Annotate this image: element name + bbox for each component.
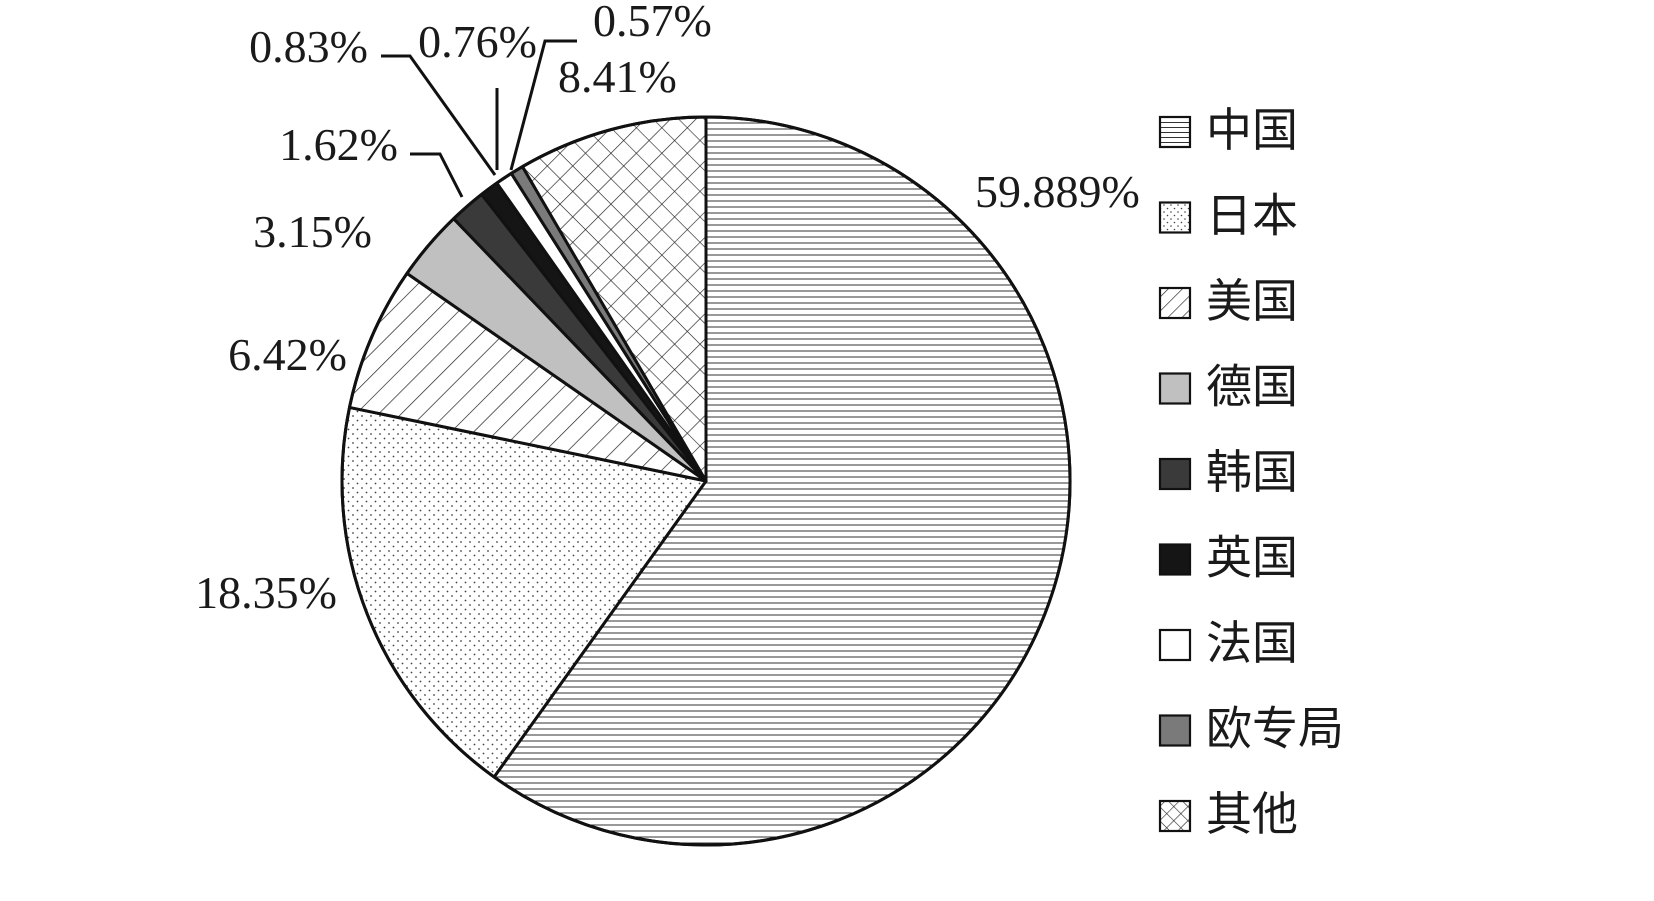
legend-swatch-6 xyxy=(1158,543,1192,576)
leader-line-6 xyxy=(381,54,497,176)
slice-label-4: 3.15% xyxy=(253,206,372,257)
legend-swatch-4 xyxy=(1158,372,1192,405)
slice-labels: 59.889% 18.35% 6.42% 3.15% 1.62% 0.83% 0.76% 0.… xyxy=(195,0,1140,618)
legend-swatch-8 xyxy=(1158,714,1192,747)
legend-label-5: 韩国 xyxy=(1206,445,1298,499)
pie-outline xyxy=(340,115,1072,847)
slice-label-1: 59.889% xyxy=(975,166,1140,217)
legend-label-9: 其他 xyxy=(1206,787,1298,841)
legend-swatch-3 xyxy=(1158,286,1192,320)
slice-label-2: 18.35% xyxy=(195,567,337,618)
slice-label-6: 0.83% xyxy=(249,21,368,72)
slice-label-5: 1.62% xyxy=(279,119,398,170)
legend-swatch-9 xyxy=(1158,799,1192,833)
legend-label-1: 中国 xyxy=(1206,103,1298,157)
legend-swatch-1 xyxy=(1158,115,1192,149)
legend-label-4: 德国 xyxy=(1206,360,1298,414)
legend-label-2: 日本 xyxy=(1206,189,1298,243)
leader-lines xyxy=(381,39,577,198)
legend-swatch-7 xyxy=(1158,628,1192,662)
slice-label-9: 8.41% xyxy=(558,51,677,102)
legend-label-6: 英国 xyxy=(1206,531,1298,585)
leader-line-5 xyxy=(410,152,464,198)
legend-swatch-5 xyxy=(1158,457,1192,491)
legend-label-3: 美国 xyxy=(1206,274,1298,328)
pie-slices xyxy=(340,115,1072,847)
legend-label-8: 欧专局 xyxy=(1206,702,1344,756)
slice-label-7: 0.76% xyxy=(418,16,537,67)
slice-label-8: 0.57% xyxy=(593,0,712,46)
legend-label-7: 法国 xyxy=(1206,616,1298,670)
slice-label-3: 6.42% xyxy=(228,329,347,380)
leader-line-8 xyxy=(509,39,577,171)
legend-swatch-2 xyxy=(1158,201,1192,234)
